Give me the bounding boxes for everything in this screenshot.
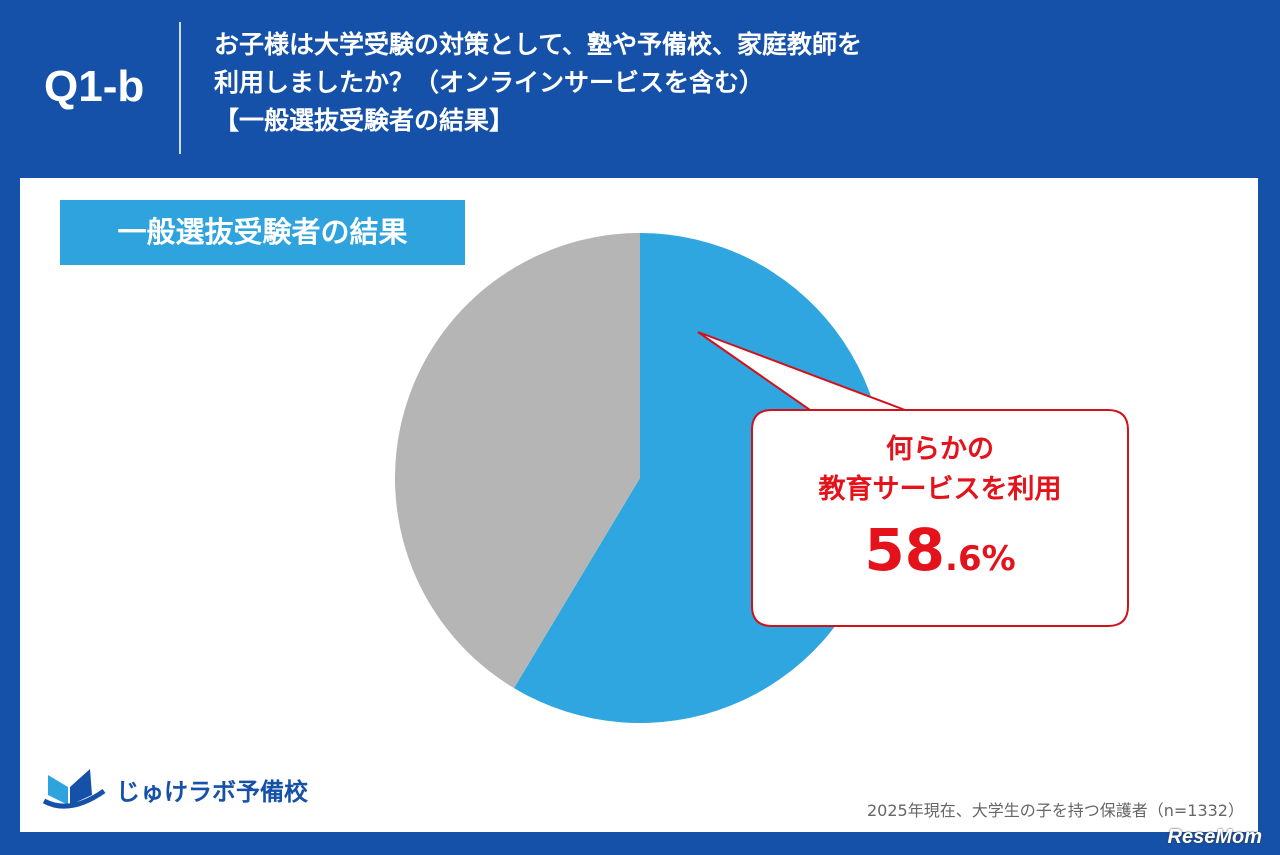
- callout-percentage: 58.6%: [752, 510, 1128, 599]
- pct-dec: .6%: [945, 539, 1016, 579]
- callout-line-1: 何らかの: [886, 434, 994, 465]
- callout-bubble: [697, 331, 1129, 627]
- brand-logo: じゅけラボ予備校: [40, 765, 308, 813]
- book-logo-icon: [42, 769, 106, 809]
- header-divider: [179, 22, 181, 154]
- callout-line-2: 教育サービスを利用: [818, 474, 1062, 505]
- pie-slice-1: [395, 233, 640, 689]
- survey-note: 2025年現在、大学生の子を持つ保護者（n=1332）: [867, 801, 1244, 820]
- pct-int: 58: [864, 516, 946, 584]
- logo-text: じゅけラボ予備校: [116, 777, 308, 806]
- callout-text: 何らかの 教育サービスを利用 58.6%: [752, 430, 1128, 599]
- question-number: Q1-b: [44, 62, 145, 111]
- segment-label: 一般選抜受験者の結果: [60, 200, 465, 265]
- question-title: お子様は大学受験の対策として、塾や予備校、家庭教師を 利用しましたか？（オンライ…: [214, 30, 863, 135]
- watermark: ReseMom: [1167, 826, 1262, 848]
